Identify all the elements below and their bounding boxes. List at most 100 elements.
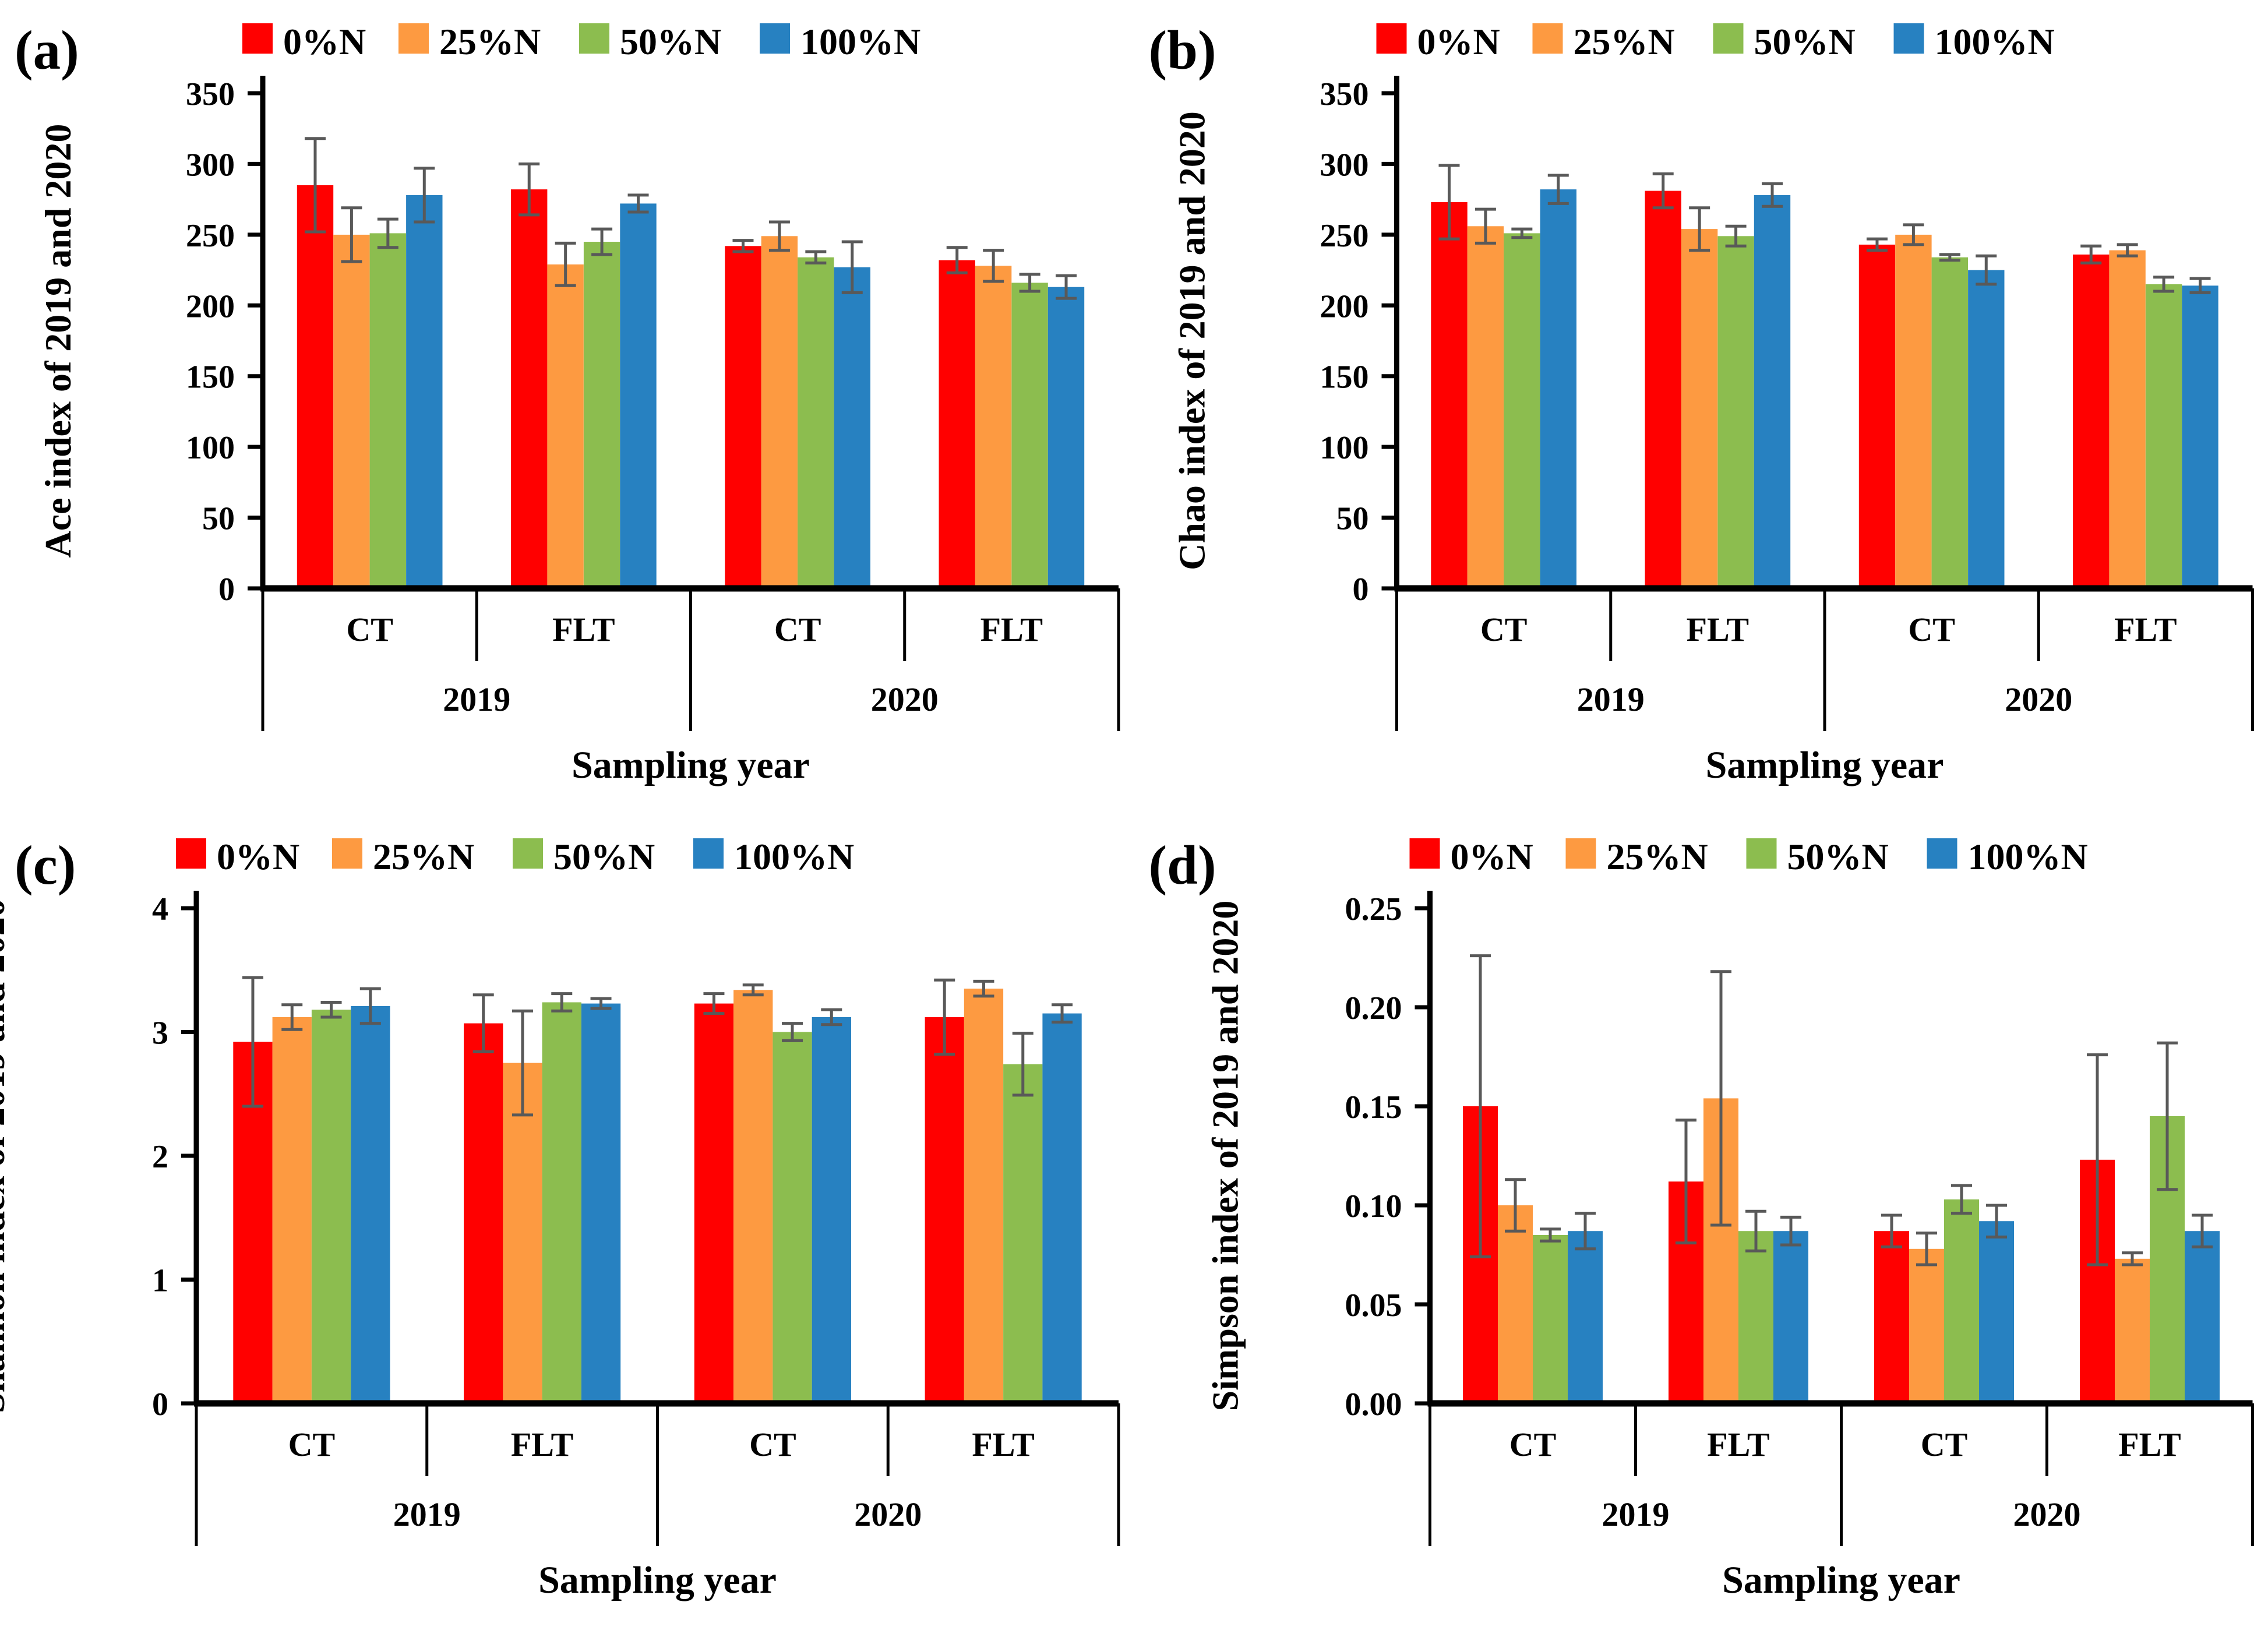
bar-CT-2019-25%N: [1498, 1205, 1533, 1403]
error-bar-FLT-2019-0%N: [1652, 172, 1674, 210]
chart-a: 0 50 100 150 200 250 300 350 CT FLT CT FLT 2019 2020 S…: [15, 19, 1120, 786]
legend-swatch-icon: [1893, 23, 1924, 54]
legend-item-100%N: 100%N: [760, 21, 920, 62]
error-bar-CT-2020-50%N: [1939, 253, 1960, 262]
year-label: 2019: [443, 680, 510, 718]
error-bar-CT-2019-50%N: [377, 217, 398, 249]
legend-label: 0%N: [217, 836, 299, 877]
error-bar-CT-2019-0%N: [1469, 954, 1491, 1258]
error-bar-FLT-2019-100%N: [1762, 182, 1783, 208]
error-bar-CT-2020-25%N: [742, 983, 764, 997]
bar-FLT-2020-100%N: [2182, 285, 2218, 588]
legend-label: 25%N: [1607, 836, 1708, 877]
bar-FLT-2020-25%N: [975, 266, 1012, 588]
legend-label: 25%N: [373, 836, 474, 877]
error-bar-CT-2020-0%N: [1866, 237, 1888, 252]
y-axis-title: Chao index of 2019 and 2020: [1172, 111, 1213, 570]
panel-a: 0 50 100 150 200 250 300 350 CT FLT CT FLT 2019 2020 S…: [0, 0, 1134, 815]
y-axis-title: Shannon index of 2019 and 2020: [0, 898, 12, 1413]
error-bar-FLT-2019-50%N: [551, 992, 573, 1012]
error-bar-CT-2020-50%N: [1951, 1184, 1973, 1215]
error-bar-CT-2019-25%N: [281, 1003, 303, 1031]
error-bar-CT-2020-100%N: [1986, 1204, 2008, 1239]
legend-item-50%N: 50%N: [513, 836, 655, 877]
error-bar-CT-2019-100%N: [1547, 174, 1569, 205]
y-axis-title: Simpson index of 2019 and 2020: [1205, 901, 1246, 1412]
y-tick-label: 200: [186, 288, 235, 324]
legend-label: 0%N: [1451, 836, 1533, 877]
error-bar-CT-2020-50%N: [782, 1022, 803, 1042]
bar-CT-2020-100%N: [812, 1017, 851, 1403]
panel-c: 0 1 2 3 4 CT FLT CT FLT 2019 2020 Sampling year Shan…: [0, 815, 1134, 1630]
x-axis-title: Sampling year: [1706, 744, 1944, 786]
bar-CT-2020-50%N: [798, 257, 834, 588]
chart-d: 0.00 0.05 0.10 0.15 0.20 0.25 CT FLT CT FLT 2019 20…: [1149, 834, 2254, 1601]
y-tick-label: 0.15: [1345, 1089, 1402, 1126]
legend-item-0%N: 0%N: [1409, 836, 1533, 877]
legend-label: 25%N: [1574, 21, 1675, 62]
error-bar-CT-2019-25%N: [1475, 207, 1496, 245]
error-bar-FLT-2019-0%N: [472, 993, 494, 1053]
bar-CT-2019-100%N: [351, 1005, 390, 1403]
legend-label: 100%N: [1935, 21, 2055, 62]
y-tick-label: 0: [152, 1386, 168, 1423]
error-bar-FLT-2019-25%N: [1689, 206, 1710, 252]
treatment-label: CT: [288, 1426, 336, 1463]
y-tick-label: 250: [1320, 218, 1369, 254]
legend-swatch-icon: [1927, 838, 1957, 869]
y-tick-label: 1: [152, 1263, 168, 1299]
bar-FLT-2020-50%N: [1003, 1064, 1043, 1404]
panel-letter: (a): [15, 19, 79, 81]
bar-CT-2019-50%N: [1533, 1235, 1568, 1403]
treatment-label: CT: [749, 1426, 796, 1463]
bar-FLT-2020-50%N: [2145, 284, 2182, 588]
error-bar-CT-2020-25%N: [768, 220, 790, 252]
error-bar-FLT-2019-25%N: [555, 241, 576, 287]
error-bar-FLT-2019-0%N: [518, 162, 540, 217]
bar-CT-2020-100%N: [834, 267, 870, 588]
legend-swatch-icon: [242, 23, 273, 54]
error-bar-CT-2019-50%N: [1540, 1227, 1561, 1243]
legend-swatch-icon: [1565, 838, 1596, 869]
legend-label: 50%N: [1787, 836, 1889, 877]
y-tick-label: 3: [152, 1015, 168, 1052]
bar-FLT-2020-25%N: [2109, 250, 2146, 589]
error-bar-CT-2019-100%N: [414, 167, 435, 224]
bar-CT-2020-50%N: [1931, 257, 1968, 588]
chart-c: 0 1 2 3 4 CT FLT CT FLT 2019 2020 Sampling year Shan…: [0, 834, 1120, 1601]
bar-FLT-2020-0%N: [2073, 254, 2110, 588]
legend-swatch-icon: [513, 838, 543, 869]
bar-CT-2019-0%N: [1431, 202, 1468, 588]
year-label: 2020: [871, 680, 939, 718]
legend-item-25%N: 25%N: [332, 836, 474, 877]
treatment-label: FLT: [972, 1426, 1034, 1463]
bar-FLT-2020-100%N: [1047, 287, 1085, 588]
y-tick-label: 50: [202, 501, 235, 537]
error-bar-FLT-2020-50%N: [2153, 276, 2175, 293]
bar-CT-2020-50%N: [1944, 1199, 1979, 1403]
legend-swatch-icon: [760, 23, 790, 54]
error-bar-FLT-2020-50%N: [1019, 273, 1040, 293]
error-bar-CT-2019-100%N: [1575, 1212, 1596, 1251]
bar-FLT-2020-25%N: [964, 989, 1004, 1403]
y-tick-label: 300: [186, 147, 235, 183]
panel-letter: (b): [1149, 19, 1216, 81]
treatment-label: FLT: [980, 611, 1043, 648]
error-bar-CT-2019-100%N: [359, 987, 381, 1025]
error-bar-FLT-2019-50%N: [591, 227, 613, 256]
bar-FLT-2019-50%N: [583, 242, 620, 588]
error-bar-CT-2020-100%N: [821, 1008, 842, 1026]
legend-swatch-icon: [332, 838, 362, 869]
bar-CT-2020-25%N: [1909, 1248, 1944, 1403]
bar-CT-2019-50%N: [311, 1010, 351, 1404]
error-bar-FLT-2019-25%N: [1710, 970, 1731, 1227]
error-bar-FLT-2020-50%N: [1012, 1032, 1034, 1097]
year-label: 2020: [2005, 680, 2072, 718]
year-label: 2020: [854, 1495, 922, 1533]
y-tick-label: 150: [186, 359, 235, 396]
y-tick-label: 4: [152, 891, 168, 927]
error-bar-FLT-2020-25%N: [2121, 1251, 2143, 1266]
bar-FLT-2019-0%N: [511, 189, 548, 589]
legend-item-25%N: 25%N: [1565, 836, 1708, 877]
legend-swatch-icon: [1532, 23, 1563, 54]
